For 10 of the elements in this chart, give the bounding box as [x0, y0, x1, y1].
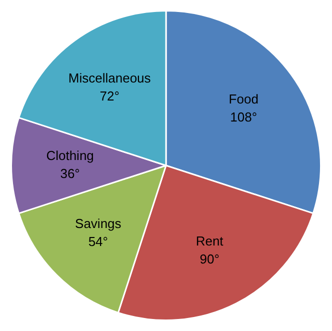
data-label: 108°	[230, 110, 258, 125]
data-label: 72°	[100, 88, 120, 104]
slice-label: Rent	[196, 234, 224, 249]
slice-label: Miscellaneous	[68, 70, 152, 86]
data-label: 54°	[88, 234, 108, 249]
slice-label: Savings	[75, 216, 122, 231]
data-label: 90°	[200, 252, 220, 267]
slice-label: Clothing	[46, 148, 94, 164]
data-label: 36°	[60, 166, 80, 182]
slice-label: Food	[228, 92, 258, 107]
